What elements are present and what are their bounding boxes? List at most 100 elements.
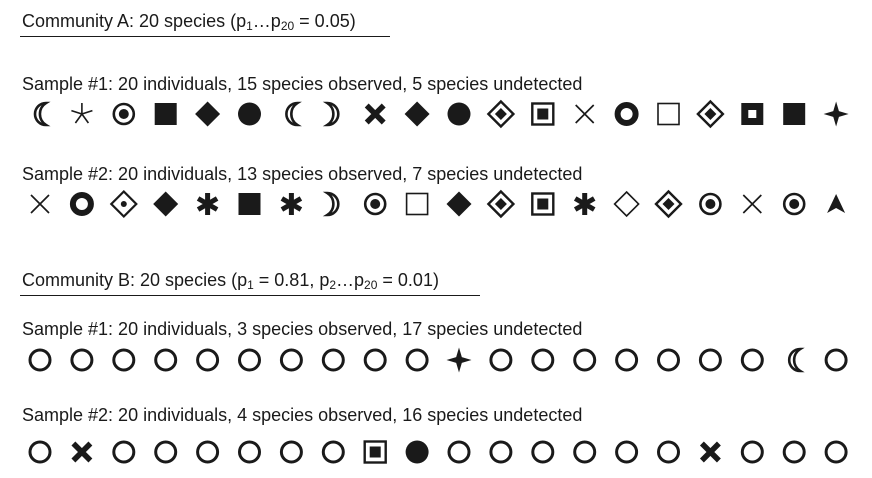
crescent-right-icon [322,191,340,217]
ring-icon [238,440,261,464]
community-b-heading-sub1: 1 [247,278,254,292]
crescent-left-icon [33,101,51,127]
target-dot-icon [782,192,806,216]
community-b-sample-2-label: Sample #2: 20 individuals, 4 species obs… [22,405,583,425]
ring-icon [28,348,52,372]
star4-filled-icon [446,347,472,373]
square-nested-icon [363,440,387,464]
target-dot-icon [112,102,136,126]
ring-icon [657,348,680,372]
ring-icon [279,348,303,372]
community-a-sample-1-label: Sample #1: 20 individuals, 15 species ob… [22,74,583,94]
community-b-heading-mid: = 0.81, p [253,270,330,290]
x-thin-icon [575,104,595,124]
ring-icon [531,348,555,372]
circle-filled-icon [405,440,429,464]
crescent-right-icon [322,101,340,127]
community-b-heading: Community B: 20 species (p1 = 0.81, p2…p… [20,269,480,296]
asterisk-bold-icon [280,193,303,215]
diamond-filled-icon [446,191,472,217]
diamond-nested-icon [696,99,725,129]
square-nested-icon [531,102,555,126]
star4-filled-icon [823,101,849,127]
ring-icon [196,440,220,464]
community-a-heading: Community A: 20 species (p1…p20 = 0.05) [20,10,390,37]
ring-icon [824,440,848,464]
ring-icon [489,348,513,372]
ring-thick-icon [614,102,639,126]
ring-thick-icon [69,192,94,216]
community-b-sample-1-label: Sample #1: 20 individuals, 3 species obs… [22,319,583,339]
community-a-heading-sub2: 20 [280,19,295,33]
x-bold-icon [364,103,386,125]
target-dot-icon [363,192,387,216]
square-filled-icon [154,103,177,125]
target-dot-icon [699,192,722,216]
circle-filled-icon [447,102,471,126]
ring-icon [321,348,345,372]
ring-icon [279,440,303,464]
diamond-nested-icon [486,99,516,129]
asterisk-thin-icon [71,103,93,124]
community-a-heading-sub1: 1 [246,19,253,33]
ring-icon [489,440,513,464]
asterisk-bold-icon [573,193,596,215]
ring-icon [615,440,639,464]
ring-icon [740,348,764,372]
crescent-left-icon [787,347,805,373]
ring-icon [154,348,178,372]
square-filled-icon [783,103,806,125]
square-open-icon [405,192,429,216]
community-b-underline [20,294,480,296]
community-a-heading-mid: …p [252,11,281,31]
diamond-filled-icon [195,101,221,127]
community-a-heading-prefix: Community A: 20 species (p [22,11,247,31]
ring-icon [740,440,764,464]
diamond-nested-icon [486,189,516,219]
x-bold-icon [71,441,93,463]
ring-icon [405,348,429,372]
ring-icon [573,440,597,464]
community-b-heading-mid2: …p [336,270,365,290]
community-b-sample-2-symbols [28,440,848,464]
ring-icon [196,348,220,372]
ring-icon [238,348,261,372]
ring-icon [28,440,52,464]
ring-icon [531,440,555,464]
square-filled-icon [238,193,261,215]
community-a-sample-2-label: Sample #2: 20 individuals, 13 species ob… [22,164,583,184]
x-bold-icon [699,441,721,463]
community-a-sample-2-symbols [30,189,846,219]
square-filled-hole-icon [741,103,764,125]
community-b-heading-suffix: = 0.01) [377,270,439,290]
ring-icon [657,440,680,464]
diamond-filled-icon [404,101,430,127]
community-a-sample-1-symbols [33,99,849,129]
square-nested-icon [531,192,555,216]
diamond-nested-icon [654,189,683,219]
ring-icon [154,440,178,464]
circle-filled-icon [238,102,261,126]
ring-icon [112,348,136,372]
x-thin-icon [742,194,762,214]
ring-icon [573,348,597,372]
ring-icon [447,440,471,464]
diamond-open-icon [613,190,640,218]
ring-icon [363,348,387,372]
ring-icon [698,348,722,372]
ring-icon [70,348,94,372]
ring-icon [615,348,639,372]
x-thin-icon [30,194,50,214]
ring-icon [112,440,136,464]
community-a-underline [20,35,390,37]
crescent-left-icon [285,101,302,127]
community-b-heading-prefix: Community B: 20 species (p [22,270,248,290]
community-b-heading-sub2: 2 [329,278,337,292]
ring-icon [782,440,806,464]
square-open-icon [657,102,680,126]
arrowhead-up-icon [827,194,846,213]
diamond-dot-icon [109,189,138,219]
ring-icon [321,440,345,464]
ring-icon [824,348,848,372]
community-b-sample-1-symbols [28,347,848,373]
